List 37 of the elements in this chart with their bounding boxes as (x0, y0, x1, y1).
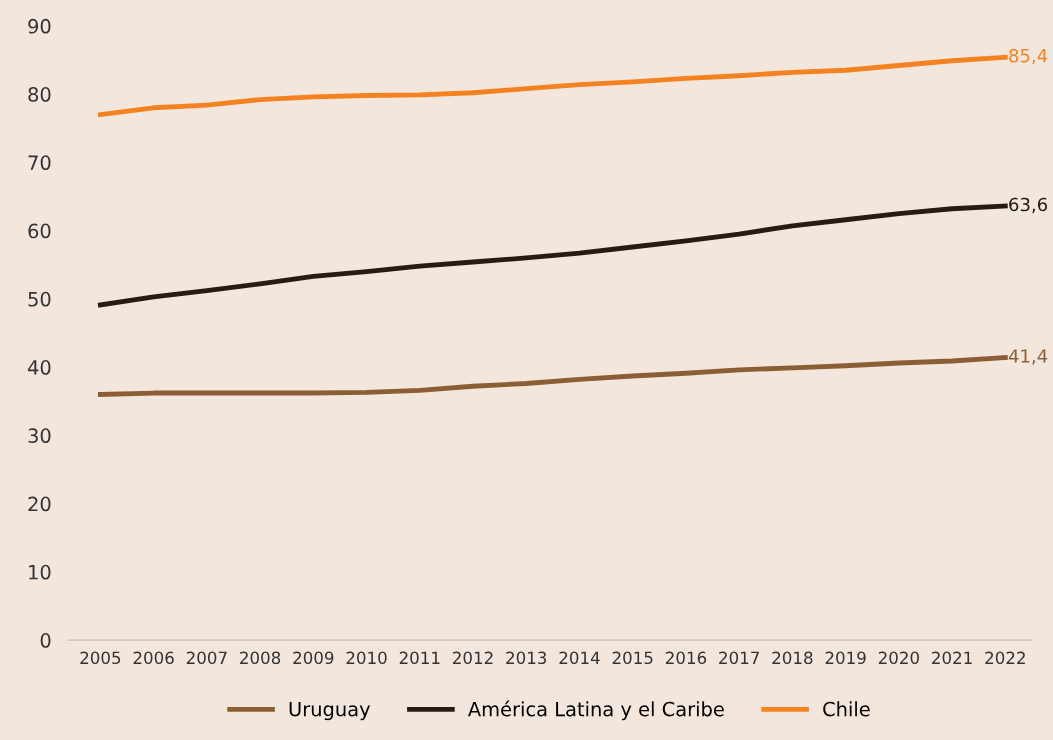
x-tick-label: 2021 (932, 651, 972, 665)
y-tick-label: 70 (28, 155, 51, 171)
y-tick-label: 30 (28, 428, 51, 444)
line-series (97, 54, 1008, 118)
x-tick-label: 2012 (453, 651, 493, 665)
x-tick-label: 2022 (985, 651, 1025, 665)
x-tick-label: 2013 (506, 651, 547, 665)
y-tick-label: 40 (27, 360, 51, 375)
legend-label: América Latina y el Caribe (467, 700, 724, 721)
legend-label: Chile (823, 701, 870, 717)
legend-label: Uruguay (289, 701, 371, 721)
x-tick-label: 2006 (133, 651, 174, 665)
x-tick-label: 2017 (719, 651, 759, 665)
y-tick-label: 80 (28, 87, 51, 102)
x-tick-label: 2011 (399, 651, 440, 665)
y-tick-label: 20 (28, 496, 51, 512)
data-label: 41,4 (1008, 349, 1048, 365)
x-tick-label: 2019 (825, 651, 866, 665)
x-tick-label: 2008 (240, 651, 281, 665)
x-tick-label: 2018 (772, 651, 813, 665)
x-tick-label: 2014 (559, 651, 600, 665)
x-tick-label: 2007 (186, 651, 227, 665)
data-label: 63,6 (1009, 197, 1048, 214)
line-series (97, 203, 1008, 308)
data-label: 85,4 (1009, 48, 1048, 65)
x-tick-label: 2005 (80, 651, 121, 665)
x-tick-label: 2020 (878, 651, 919, 665)
x-tick-label: 2016 (665, 651, 707, 665)
x-tick-label: 2009 (293, 651, 334, 665)
x-tick-label: 2015 (612, 651, 653, 665)
y-tick-label: 50 (28, 291, 51, 307)
line-series (97, 355, 1008, 397)
y-tick-label: 0 (40, 633, 51, 648)
y-tick-label: 10 (29, 564, 51, 580)
x-tick-label: 2010 (346, 651, 387, 665)
y-tick-label: 90 (28, 18, 51, 34)
y-tick-label: 60 (28, 223, 51, 239)
